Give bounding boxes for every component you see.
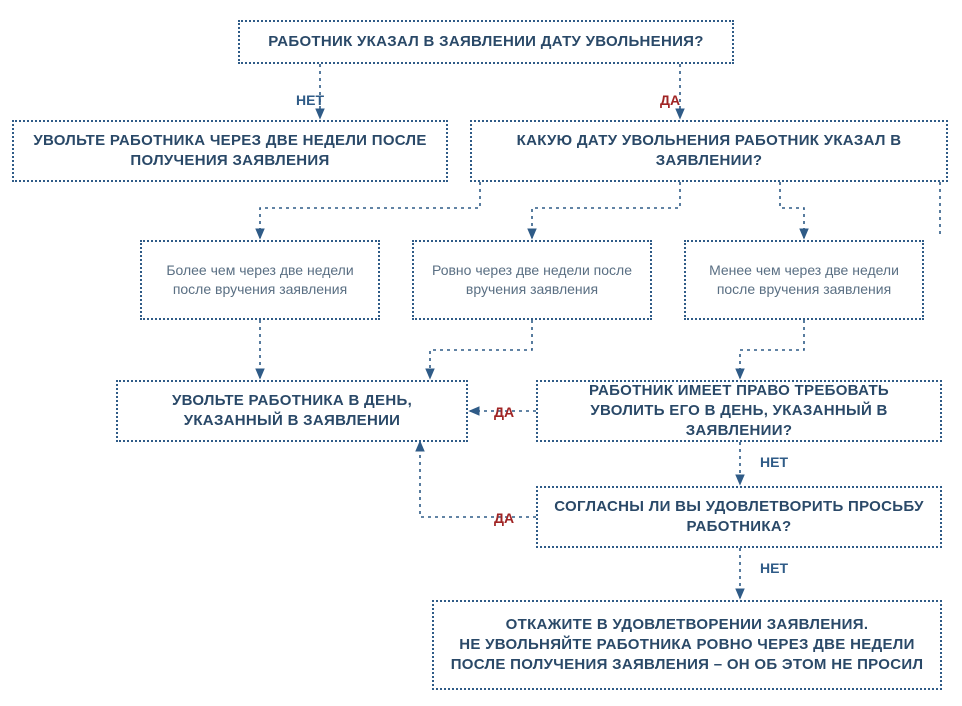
- node-text: Менее чем через две недели после вручени…: [700, 261, 908, 299]
- node-text: УВОЛЬТЕ РАБОТНИКА В ДЕНЬ, УКАЗАННЫЙ В ЗА…: [132, 391, 452, 432]
- node-text: РАБОТНИК ИМЕЕТ ПРАВО ТРЕБОВАТЬ УВОЛИТЬ Е…: [552, 381, 926, 442]
- edge-label-text: ДА: [494, 510, 514, 526]
- node-text: СОГЛАСНЫ ЛИ ВЫ УДОВЛЕТВОРИТЬ ПРОСЬБУ РАБ…: [552, 497, 926, 538]
- edge-label-l6: НЕТ: [760, 560, 788, 576]
- edge-label-text: НЕТ: [760, 560, 788, 576]
- node-text: УВОЛЬТЕ РАБОТНИКА ЧЕРЕЗ ДВЕ НЕДЕЛИ ПОСЛЕ…: [28, 131, 432, 172]
- edge-label-text: НЕТ: [296, 92, 324, 108]
- edge-label-text: ДА: [660, 92, 680, 108]
- flow-node-q4: СОГЛАСНЫ ЛИ ВЫ УДОВЛЕТВОРИТЬ ПРОСЬБУ РАБ…: [536, 486, 942, 548]
- flow-node-q3: РАБОТНИК ИМЕЕТ ПРАВО ТРЕБОВАТЬ УВОЛИТЬ Е…: [536, 380, 942, 442]
- flow-node-q2: КАКУЮ ДАТУ УВОЛЬНЕНИЯ РАБОТНИК УКАЗАЛ В …: [470, 120, 948, 182]
- flow-node-n_no: УВОЛЬТЕ РАБОТНИКА ЧЕРЕЗ ДВЕ НЕДЕЛИ ПОСЛЕ…: [12, 120, 448, 182]
- flow-node-q1: РАБОТНИК УКАЗАЛ В ЗАЯВЛЕНИИ ДАТУ УВОЛЬНЕ…: [238, 20, 734, 64]
- edge-label-l2: ДА: [660, 92, 680, 108]
- flow-node-fire_day: УВОЛЬТЕ РАБОТНИКА В ДЕНЬ, УКАЗАННЫЙ В ЗА…: [116, 380, 468, 442]
- edge-label-l1: НЕТ: [296, 92, 324, 108]
- edge-label-text: НЕТ: [760, 454, 788, 470]
- edge-label-l3: ДА: [494, 404, 514, 420]
- edge-label-l4: ДА: [494, 510, 514, 526]
- node-text: РАБОТНИК УКАЗАЛ В ЗАЯВЛЕНИИ ДАТУ УВОЛЬНЕ…: [268, 32, 703, 52]
- flow-node-a2: Ровно через две недели после вручения за…: [412, 240, 652, 320]
- edge-label-l5: НЕТ: [760, 454, 788, 470]
- node-text: Ровно через две недели после вручения за…: [428, 261, 636, 299]
- edge-label-text: ДА: [494, 404, 514, 420]
- node-text: Более чем через две недели после вручени…: [156, 261, 364, 299]
- node-text: КАКУЮ ДАТУ УВОЛЬНЕНИЯ РАБОТНИК УКАЗАЛ В …: [486, 131, 932, 172]
- flow-node-a3: Менее чем через две недели после вручени…: [684, 240, 924, 320]
- flow-node-final: ОТКАЖИТЕ В УДОВЛЕТВОРЕНИИ ЗАЯВЛЕНИЯ.НЕ У…: [432, 600, 942, 690]
- flow-node-a1: Более чем через две недели после вручени…: [140, 240, 380, 320]
- node-text: ОТКАЖИТЕ В УДОВЛЕТВОРЕНИИ ЗАЯВЛЕНИЯ.НЕ У…: [448, 615, 926, 676]
